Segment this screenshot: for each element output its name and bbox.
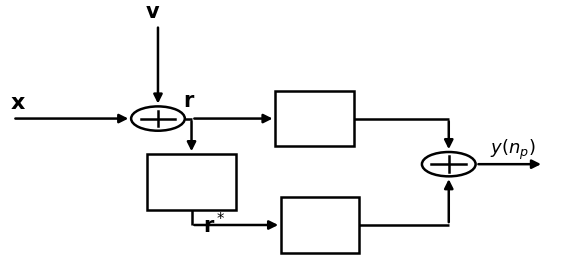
Text: $\mathbf{r}^*$: $\mathbf{r}^*$ xyxy=(203,212,225,237)
Bar xyxy=(147,154,236,210)
Bar xyxy=(281,197,359,253)
Text: $\mathbf{f}_2$: $\mathbf{f}_2$ xyxy=(311,213,330,237)
Bar xyxy=(275,91,353,146)
Text: $y(n_p)$: $y(n_p)$ xyxy=(490,137,535,162)
Text: $\mathbf{v}$: $\mathbf{v}$ xyxy=(145,2,160,22)
Text: $\mathbf{f}_1$: $\mathbf{f}_1$ xyxy=(305,107,324,130)
Text: $\mathbf{r}$: $\mathbf{r}$ xyxy=(183,91,195,111)
Text: $(\cdot)^*$: $(\cdot)^*$ xyxy=(174,168,209,196)
Text: $\mathbf{x}$: $\mathbf{x}$ xyxy=(10,94,26,113)
